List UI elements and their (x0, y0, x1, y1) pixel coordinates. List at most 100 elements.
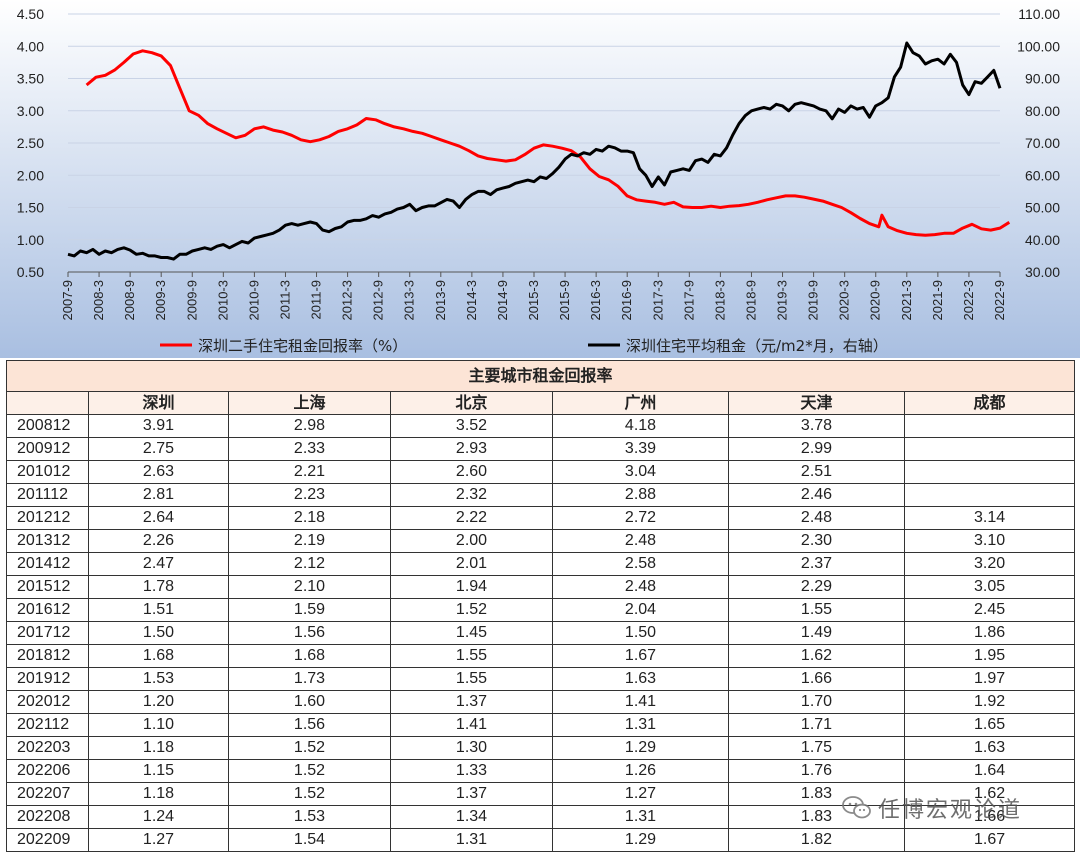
table-row: 201612 1.51 1.59 1.52 2.04 1.55 2.45 (6, 598, 1076, 622)
yield-cell: 2.48 (552, 529, 729, 553)
y-right-tick-label: 60.00 (1025, 167, 1060, 183)
yield-cell: 1.52 (228, 782, 391, 806)
yield-cell: 1.67 (552, 644, 729, 668)
yield-cell: 2.21 (228, 460, 391, 484)
yield-cell: 1.76 (728, 759, 905, 783)
yield-cell: 2.01 (390, 552, 553, 576)
row-date-cell: 202209 (6, 828, 89, 852)
yield-cell: 1.51 (88, 598, 229, 622)
yield-cell: 1.82 (728, 828, 905, 852)
yield-cell: 3.10 (903, 529, 1076, 553)
table-row: 202207 1.18 1.52 1.37 1.27 1.83 1.62 (6, 782, 1076, 806)
x-tick-label: 2022-9 (992, 280, 1007, 320)
column-header: 成都 (903, 391, 1076, 415)
yield-cell: 1.26 (552, 759, 729, 783)
table-row: 201812 1.68 1.68 1.55 1.67 1.62 1.95 (6, 644, 1076, 668)
row-date-cell: 202208 (6, 805, 89, 829)
yield-table-container: 主要城市租金回报率 深圳 上海 北京 广州 天津 成都 200812 3.91 2.98 3.5… (5, 360, 1076, 852)
yield-cell: 1.45 (390, 621, 553, 645)
x-tick-label: 2017-9 (681, 280, 696, 320)
yield-cell: 1.54 (228, 828, 391, 852)
row-date-cell: 201912 (6, 667, 89, 691)
yield-cell: 1.31 (390, 828, 553, 852)
yield-cell: 1.95 (903, 644, 1076, 668)
table-row: 202203 1.18 1.52 1.30 1.29 1.75 1.63 (6, 736, 1076, 760)
yield-cell: 1.53 (228, 805, 391, 829)
x-tick-label: 2013-9 (433, 280, 448, 320)
yield-cell: 1.75 (728, 736, 905, 760)
yield-cell: 3.78 (728, 414, 905, 438)
y-right-tick-label: 50.00 (1025, 200, 1060, 216)
row-date-cell: 201312 (6, 529, 89, 553)
yield-cell: 4.18 (552, 414, 729, 438)
x-tick-label: 2012-3 (340, 280, 355, 320)
chart-background (0, 0, 1080, 358)
yield-cell: 3.20 (903, 552, 1076, 576)
table-row: 202012 1.20 1.60 1.37 1.41 1.70 1.92 (6, 690, 1076, 714)
row-date-cell: 202112 (6, 713, 89, 737)
y-left-tick-label: 4.50 (17, 6, 44, 22)
y-left-tick-label: 2.00 (17, 167, 44, 183)
y-right-tick-label: 110.00 (1018, 6, 1060, 22)
yield-cell: 2.81 (88, 483, 229, 507)
yield-cell: 2.29 (728, 575, 905, 599)
x-tick-label: 2016-3 (588, 280, 603, 320)
watermark-text: 任博宏观论道 (878, 798, 1023, 823)
yield-cell: 1.52 (228, 736, 391, 760)
yield-cell: 3.39 (552, 437, 729, 461)
x-tick-label: 2009-3 (153, 280, 168, 320)
column-header: 广州 (552, 391, 729, 415)
column-header (6, 391, 89, 415)
yield-cell: 2.37 (728, 552, 905, 576)
watermark: 任博宏观论道 (842, 792, 1022, 824)
x-tick-label: 2016-9 (619, 280, 634, 320)
table-row: 201312 2.26 2.19 2.00 2.48 2.30 3.10 (6, 529, 1076, 553)
yield-cell: 1.60 (228, 690, 391, 714)
row-date-cell: 201112 (6, 483, 89, 507)
yield-cell: 1.70 (728, 690, 905, 714)
yield-cell: 1.34 (390, 805, 553, 829)
x-tick-label: 2022-3 (961, 280, 976, 320)
yield-cell: 1.50 (88, 621, 229, 645)
legend-label-yield: 深圳二手住宅租金回报率（%） (198, 337, 407, 355)
yield-cell: 2.99 (728, 437, 905, 461)
yield-cell: 1.49 (728, 621, 905, 645)
x-tick-label: 2010-3 (215, 280, 230, 320)
yield-cell: 1.15 (88, 759, 229, 783)
series-line-rent (67, 41, 1002, 261)
yield-cell: 2.45 (903, 598, 1076, 622)
y-right-tick-label: 30.00 (1025, 264, 1060, 280)
table-row: 202112 1.10 1.56 1.41 1.31 1.71 1.65 (6, 713, 1076, 737)
yield-cell: 2.04 (552, 598, 729, 622)
yield-cell: 1.68 (88, 644, 229, 668)
table-row: 201212 2.64 2.18 2.22 2.72 2.48 3.14 (6, 506, 1076, 530)
x-tick-label: 2011-3 (277, 280, 292, 320)
yield-cell: 1.41 (552, 690, 729, 714)
table-body: 200812 3.91 2.98 3.52 4.18 3.78 200912 2.75 2.33… (6, 414, 1076, 852)
x-tick-label: 2021-9 (930, 280, 945, 320)
table-header-row: 深圳 上海 北京 广州 天津 成都 (6, 391, 1076, 415)
row-date-cell: 201812 (6, 644, 89, 668)
x-tick-label: 2014-9 (495, 280, 510, 320)
yield-cell (903, 483, 1076, 507)
x-tick-label: 2020-3 (837, 280, 852, 320)
table-row: 201512 1.78 2.10 1.94 2.48 2.29 3.05 (6, 575, 1076, 599)
x-tick-label: 2017-3 (650, 280, 665, 320)
yield-cell: 2.48 (552, 575, 729, 599)
x-tick-label: 2014-3 (464, 280, 479, 320)
yield-cell: 1.97 (903, 667, 1076, 691)
yield-cell: 2.98 (228, 414, 391, 438)
table-row: 202209 1.27 1.54 1.31 1.29 1.82 1.67 (6, 828, 1076, 852)
yield-cell: 1.10 (88, 713, 229, 737)
table-row: 201912 1.53 1.73 1.55 1.63 1.66 1.97 (6, 667, 1076, 691)
yield-cell: 1.55 (390, 644, 553, 668)
x-tick-label: 2011-9 (309, 280, 324, 320)
yield-cell: 1.55 (728, 598, 905, 622)
yield-cell: 1.65 (903, 713, 1076, 737)
yield-cell: 2.93 (390, 437, 553, 461)
yield-cell: 3.91 (88, 414, 229, 438)
yield-cell: 1.63 (552, 667, 729, 691)
yield-cell: 1.56 (228, 713, 391, 737)
yield-cell: 1.29 (552, 736, 729, 760)
x-tick-label: 2020-9 (868, 280, 883, 320)
